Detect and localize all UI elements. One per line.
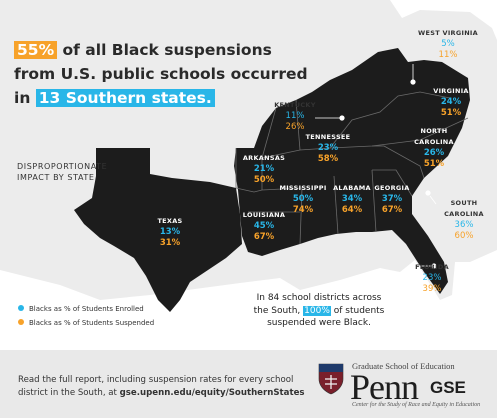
state-name: LOUISIANA bbox=[242, 211, 286, 219]
state-name: KENTUCKY bbox=[274, 101, 316, 109]
state-label-arkansas: ARKANSAS 21% 50% bbox=[240, 153, 288, 186]
suspended-value: 11% bbox=[438, 50, 458, 60]
suspended-value: 60% bbox=[454, 231, 474, 241]
legend: Blacks as % of Students Enrolled Blacks … bbox=[18, 302, 154, 330]
suspended-value: 50% bbox=[253, 175, 275, 185]
footer: Read the full report, including suspensi… bbox=[0, 350, 497, 418]
suspended-value: 58% bbox=[317, 154, 339, 164]
state-label-south-carolina: SOUTH CAROLINA 36% 60% bbox=[434, 198, 494, 242]
state-label-kentucky: KENTUCKY 11% 26% bbox=[272, 100, 318, 133]
state-name: ARKANSAS bbox=[242, 154, 286, 162]
enrolled-value: 13% bbox=[159, 227, 181, 237]
state-borders bbox=[235, 91, 469, 245]
state-label-louisiana: LOUISIANA 45% 67% bbox=[240, 210, 288, 243]
penn-shield-icon bbox=[318, 363, 344, 395]
enrolled-value: 11% bbox=[285, 111, 305, 121]
logo-penn: Penn bbox=[350, 367, 419, 407]
state-name: NORTH CAROLINA bbox=[414, 127, 454, 146]
state-label-north-carolina: NORTH CAROLINA 26% 51% bbox=[404, 126, 464, 170]
headline-percent: 55% bbox=[14, 41, 58, 59]
impact-label: DISPROPORTIONATE IMPACT BY STATE bbox=[17, 162, 108, 182]
state-name: TENNESSEE bbox=[305, 133, 351, 141]
state-label-west-virginia: WEST VIRGINIA 5% 11% bbox=[418, 28, 478, 61]
headline-text-2: from U.S. public schools occurred bbox=[14, 65, 308, 83]
legend-suspended: Blacks as % of Students Suspended bbox=[18, 316, 154, 330]
state-name: FLORIDA bbox=[415, 263, 449, 271]
texas bbox=[74, 148, 242, 312]
state-label-alabama: ALABAMA 34% 64% bbox=[332, 183, 372, 216]
headline: 55% of all Black suspensions from U.S. p… bbox=[14, 38, 314, 110]
enrolled-value: 26% bbox=[423, 148, 445, 158]
state-label-florida: FLORIDA 23% 39% bbox=[406, 262, 458, 295]
district-callout: In 84 school districts across the South,… bbox=[253, 293, 385, 328]
state-name: GEORGIA bbox=[374, 184, 410, 192]
suspended-value: 67% bbox=[381, 205, 403, 215]
state-name: MISSISSIPPI bbox=[279, 184, 327, 192]
legend-enrolled: Blacks as % of Students Enrolled bbox=[18, 302, 154, 316]
enrolled-value: 24% bbox=[440, 97, 462, 107]
state-name: WEST VIRGINIA bbox=[418, 29, 478, 37]
enrolled-value: 36% bbox=[454, 220, 474, 230]
south-region bbox=[234, 48, 470, 294]
state-name: ALABAMA bbox=[333, 184, 371, 192]
suspended-value: 39% bbox=[422, 284, 442, 294]
enrolled-value: 23% bbox=[317, 143, 339, 153]
suspended-value: 26% bbox=[285, 122, 305, 132]
headline-text-1: of all Black suspensions bbox=[57, 41, 272, 59]
state-label-virginia: VIRGINIA 24% 51% bbox=[426, 86, 476, 119]
suspended-value: 31% bbox=[159, 238, 181, 248]
suspended-value: 74% bbox=[292, 205, 314, 215]
state-name: SOUTH CAROLINA bbox=[444, 199, 484, 218]
report-link[interactable]: gse.upenn.edu/equity/SouthernStates bbox=[119, 388, 305, 398]
blue-dot-icon bbox=[18, 305, 24, 311]
leader-lines bbox=[315, 64, 437, 269]
headline-text-3: in bbox=[14, 89, 36, 107]
state-name: TEXAS bbox=[157, 217, 183, 225]
enrolled-value: 5% bbox=[441, 39, 455, 49]
suspended-value: 67% bbox=[253, 232, 275, 242]
enrolled-value: 21% bbox=[253, 164, 275, 174]
enrolled-value: 50% bbox=[292, 194, 314, 204]
southern-states-map bbox=[0, 0, 497, 312]
state-label-texas: TEXAS 13% 31% bbox=[150, 216, 190, 249]
footer-text: Read the full report, including suspensi… bbox=[18, 375, 305, 398]
logo-center-name: Center for the Study of Race and Equity … bbox=[352, 402, 481, 408]
enrolled-value: 34% bbox=[341, 194, 363, 204]
state-name: VIRGINIA bbox=[433, 87, 469, 95]
state-label-georgia: GEORGIA 37% 67% bbox=[370, 183, 414, 216]
logo-school-name: Graduate School of Education bbox=[352, 361, 455, 371]
headline-states: 13 Southern states. bbox=[35, 89, 215, 107]
suspended-value: 51% bbox=[423, 159, 445, 169]
state-label-mississippi: MISSISSIPPI 50% 74% bbox=[276, 183, 330, 216]
suspended-value: 51% bbox=[440, 108, 462, 118]
suspended-value: 64% bbox=[341, 205, 363, 215]
enrolled-value: 23% bbox=[422, 273, 442, 283]
enrolled-value: 37% bbox=[381, 194, 403, 204]
enrolled-value: 45% bbox=[253, 221, 275, 231]
orange-dot-icon bbox=[18, 319, 24, 325]
logo-gse: GSE bbox=[430, 378, 466, 397]
state-label-tennessee: TENNESSEE 23% 58% bbox=[302, 132, 354, 165]
